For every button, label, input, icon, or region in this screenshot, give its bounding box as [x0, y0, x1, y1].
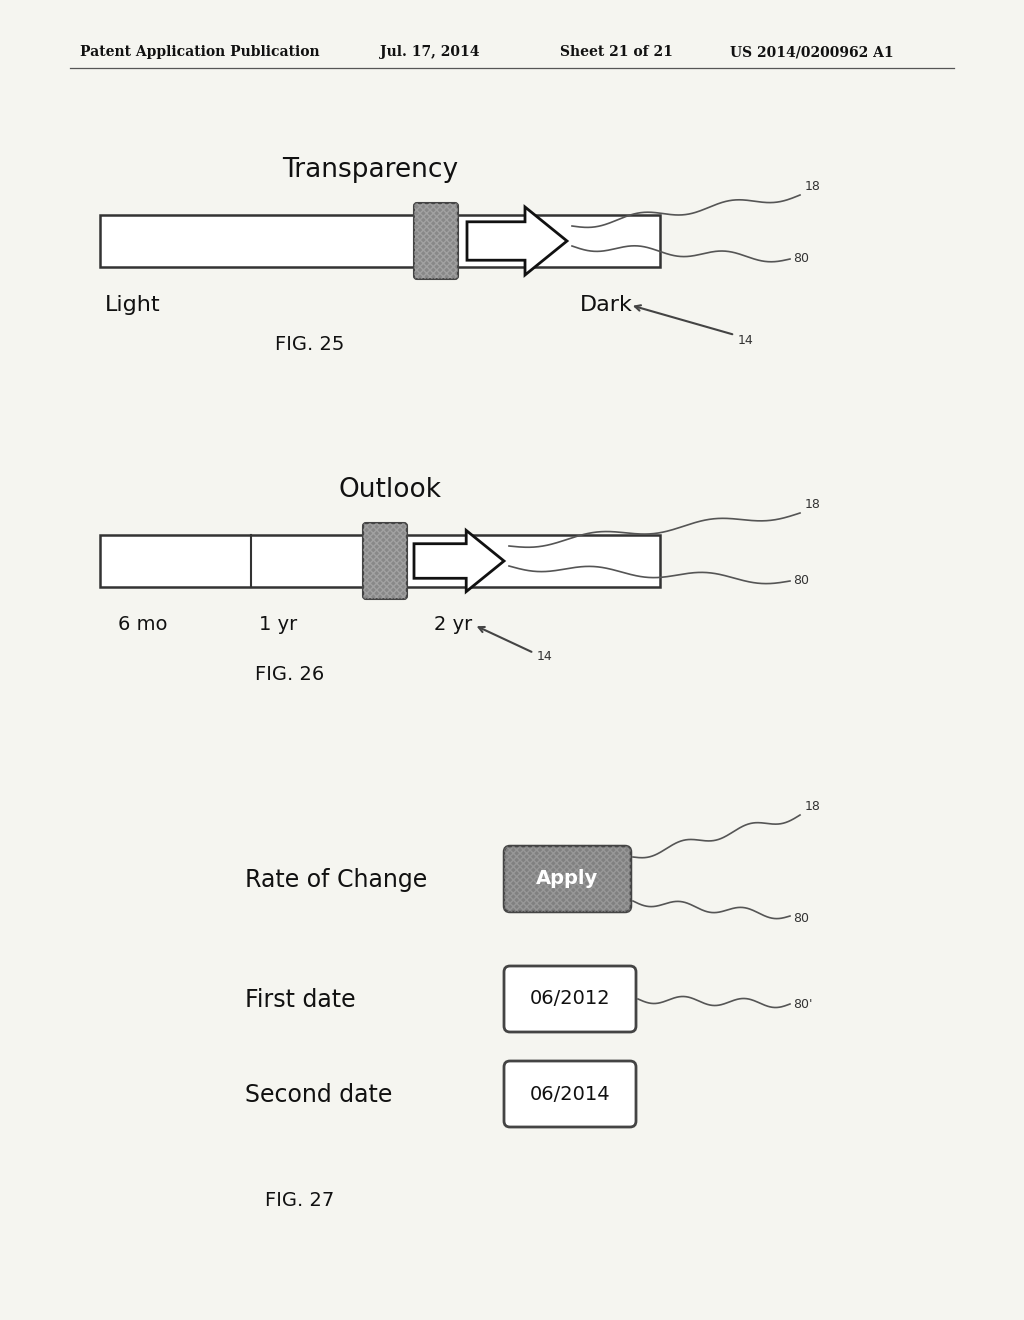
Bar — [100, 215, 660, 267]
Text: Patent Application Publication: Patent Application Publication — [80, 45, 319, 59]
Text: 80: 80 — [793, 912, 809, 924]
FancyBboxPatch shape — [504, 966, 636, 1032]
Text: First date: First date — [245, 987, 355, 1012]
Text: 06/2014: 06/2014 — [529, 1085, 610, 1104]
Polygon shape — [414, 531, 504, 591]
Text: FIG. 25: FIG. 25 — [275, 335, 345, 355]
Text: FIG. 27: FIG. 27 — [265, 1191, 335, 1209]
Polygon shape — [467, 207, 567, 275]
Text: Outlook: Outlook — [339, 477, 441, 503]
Text: Transparency: Transparency — [282, 157, 458, 183]
Text: 18: 18 — [805, 800, 821, 813]
FancyBboxPatch shape — [362, 523, 407, 599]
Text: FIG. 26: FIG. 26 — [255, 665, 325, 685]
Bar — [100, 535, 660, 587]
FancyBboxPatch shape — [414, 203, 458, 279]
Text: 80: 80 — [793, 574, 809, 587]
Text: 14: 14 — [738, 334, 754, 346]
Text: Second date: Second date — [245, 1082, 392, 1107]
Text: 1 yr: 1 yr — [259, 615, 297, 635]
Text: Sheet 21 of 21: Sheet 21 of 21 — [560, 45, 673, 59]
Text: Rate of Change: Rate of Change — [245, 869, 427, 892]
Text: US 2014/0200962 A1: US 2014/0200962 A1 — [730, 45, 894, 59]
Text: Jul. 17, 2014: Jul. 17, 2014 — [380, 45, 479, 59]
FancyBboxPatch shape — [504, 846, 631, 912]
Text: 18: 18 — [805, 499, 821, 511]
Text: 2 yr: 2 yr — [434, 615, 472, 635]
Text: Dark: Dark — [580, 294, 633, 315]
FancyBboxPatch shape — [504, 1061, 636, 1127]
Text: 80: 80 — [793, 252, 809, 265]
Text: 80': 80' — [793, 998, 812, 1011]
Text: 06/2012: 06/2012 — [529, 990, 610, 1008]
Text: 18: 18 — [805, 181, 821, 194]
Text: Apply: Apply — [537, 870, 599, 888]
Text: 14: 14 — [537, 651, 553, 664]
Text: 6 mo: 6 mo — [118, 615, 168, 635]
Text: Light: Light — [105, 294, 161, 315]
